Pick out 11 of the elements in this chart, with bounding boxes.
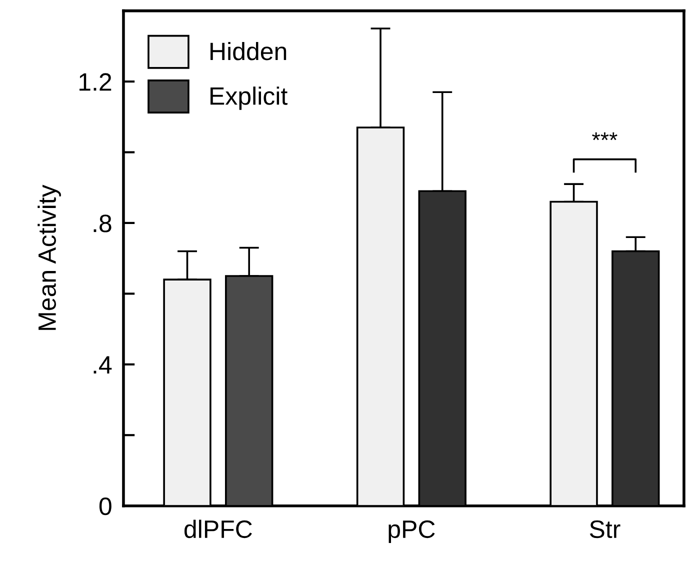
y-tick-label: .4 — [94, 356, 112, 374]
legend-label: Explicit — [210, 86, 288, 110]
x-tick-label: Str — [590, 520, 620, 538]
y-tick-label: 1.2 — [80, 73, 112, 91]
x-tick-label: pPC — [388, 520, 435, 544]
y-axis-title: Mean Activity — [38, 184, 61, 330]
legend-label: Hidden — [210, 42, 286, 60]
y-tick-label: .8 — [94, 214, 112, 232]
y-tick-label: 0 — [99, 497, 112, 516]
x-tick-label: dlPFC — [184, 520, 252, 538]
annotation: *** — [592, 132, 618, 140]
